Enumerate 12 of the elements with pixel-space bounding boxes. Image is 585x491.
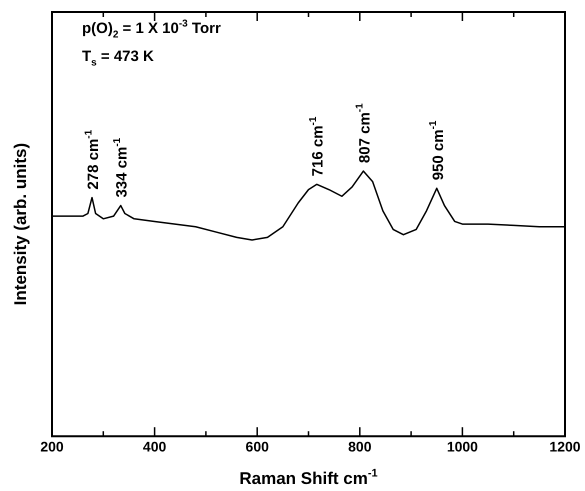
y-axis-title: Intensity (arb. units) xyxy=(11,142,30,306)
x-tick-label: 1200 xyxy=(549,438,581,454)
annotation: 950 cm-1 xyxy=(428,120,447,180)
annotation: 716 cm-1 xyxy=(308,116,327,176)
x-tick-label: 600 xyxy=(246,438,270,454)
annotation: 807 cm-1 xyxy=(354,102,374,164)
x-tick-label: 800 xyxy=(348,438,372,454)
x-tick-label: 200 xyxy=(40,438,64,454)
x-tick-label: 400 xyxy=(142,438,166,454)
x-tick-label: 1000 xyxy=(446,438,478,454)
annotation: 334 cm-1 xyxy=(112,137,131,198)
annotation: 278 cm-1 xyxy=(83,129,102,190)
